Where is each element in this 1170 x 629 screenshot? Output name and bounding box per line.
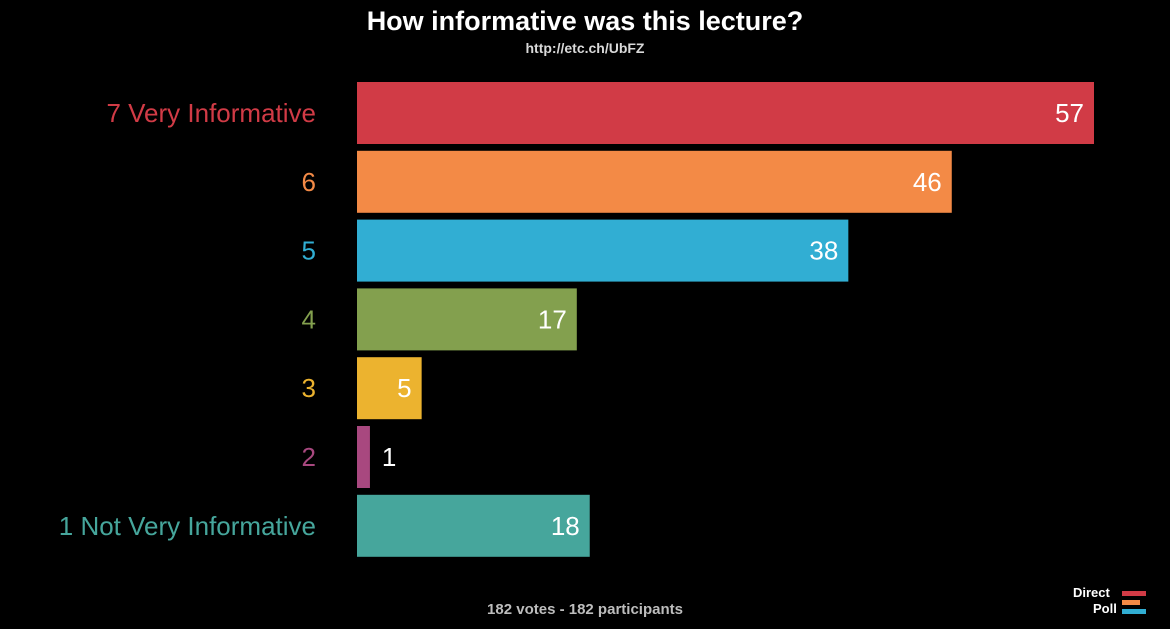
value-label: 57 bbox=[1055, 98, 1084, 128]
poll-url: http://etc.ch/UbFZ bbox=[525, 40, 645, 56]
bar-5 bbox=[357, 357, 422, 420]
logo-text-poll: Poll bbox=[1093, 601, 1117, 616]
logo-bar-blue bbox=[1122, 609, 1146, 614]
logo-bar-red bbox=[1122, 591, 1146, 596]
category-label: 2 bbox=[302, 442, 316, 472]
value-label: 5 bbox=[397, 373, 411, 403]
category-label: 6 bbox=[302, 167, 316, 197]
category-label: 1 Not Very Informative bbox=[59, 511, 316, 541]
category-label: 3 bbox=[302, 373, 316, 403]
value-label: 18 bbox=[551, 511, 580, 541]
bar-4 bbox=[357, 288, 577, 351]
chart-title: How informative was this lecture? bbox=[366, 6, 804, 36]
value-label: 46 bbox=[913, 167, 942, 197]
bar-6 bbox=[357, 426, 370, 488]
category-label: 7 Very Informative bbox=[106, 98, 316, 128]
value-label: 1 bbox=[382, 442, 396, 472]
bar-2 bbox=[357, 150, 952, 213]
value-label: 17 bbox=[538, 304, 567, 334]
bar-7 bbox=[357, 494, 590, 557]
bar-chart: 7 Very Informative 57 6 46 5 38 4 17 3 5 2 1 1 Not V… bbox=[59, 82, 1094, 557]
bar-1 bbox=[357, 82, 1094, 144]
directpoll-logo: Direct Poll bbox=[1072, 585, 1164, 621]
logo-text-direct: Direct bbox=[1073, 585, 1110, 600]
category-label: 5 bbox=[302, 236, 316, 266]
logo-bar-orange bbox=[1122, 600, 1140, 605]
bar-3 bbox=[357, 219, 849, 282]
value-label: 38 bbox=[809, 236, 838, 266]
vote-summary: 182 votes - 182 participants bbox=[487, 601, 683, 618]
category-label: 4 bbox=[302, 304, 316, 334]
